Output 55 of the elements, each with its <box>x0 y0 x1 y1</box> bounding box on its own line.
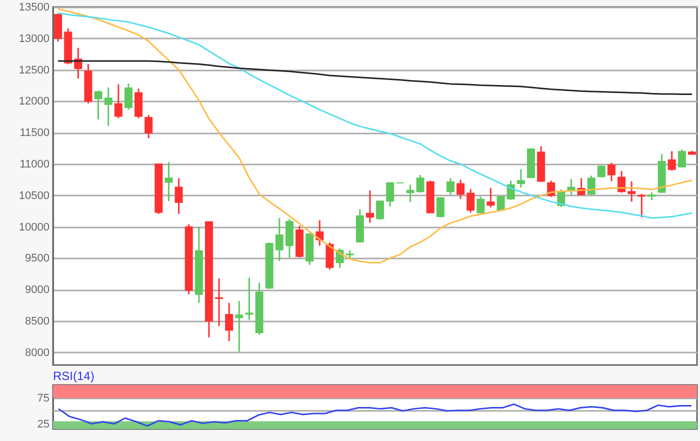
candlestick <box>54 12 62 42</box>
candlestick <box>164 161 173 202</box>
y-tick-label: 10000 <box>18 221 50 234</box>
line-series <box>57 60 693 96</box>
candlestick <box>406 184 414 203</box>
candlestick <box>114 84 122 119</box>
line-series <box>57 8 693 264</box>
candlestick <box>235 300 244 353</box>
candlestick <box>496 195 505 212</box>
candlestick <box>638 193 646 218</box>
y-tick-label: 9000 <box>25 284 50 296</box>
candlestick <box>436 196 444 218</box>
y-tick-label: 11000 <box>20 158 50 171</box>
candlestick <box>597 164 606 178</box>
candlestick <box>618 170 626 194</box>
y-tick-label: 12500 <box>18 64 50 76</box>
candlestick <box>104 86 112 126</box>
candlestick <box>668 150 676 172</box>
candlestick <box>516 168 525 188</box>
candlestick <box>174 177 183 215</box>
candlestick <box>376 200 384 220</box>
y-tick-label: 75 <box>37 392 50 404</box>
y-tick-label: 11500 <box>20 127 50 140</box>
candlestick <box>678 148 686 168</box>
candlestick <box>94 90 102 120</box>
candlestick <box>486 187 495 208</box>
y-tick-label: 9500 <box>25 252 50 265</box>
candlestick <box>466 188 475 214</box>
candlestick <box>628 180 636 202</box>
candlestick <box>587 174 596 196</box>
candlestick <box>275 217 284 262</box>
candlestick <box>446 177 454 196</box>
candlestick <box>144 114 153 140</box>
candlestick <box>506 180 515 201</box>
candlestick <box>476 196 485 214</box>
candlestick <box>386 181 394 208</box>
y-tick-label: 10500 <box>18 190 50 202</box>
candlestick <box>225 302 234 342</box>
y-tick-label: 13500 <box>18 2 50 14</box>
candlestick <box>134 88 143 119</box>
y-tick-label: 12000 <box>18 96 50 108</box>
candlestick <box>607 162 616 182</box>
candlestick <box>326 242 334 270</box>
candlestick <box>124 82 132 110</box>
candlestick <box>245 276 254 321</box>
line-series <box>58 403 692 427</box>
candlestick <box>416 174 424 194</box>
candlestick <box>456 178 465 200</box>
candlestick <box>215 278 224 327</box>
candlestick <box>366 190 374 224</box>
y-tick-label: 25 <box>37 418 50 430</box>
y-tick-label: 8500 <box>25 316 50 328</box>
y-tick-label: 8000 <box>25 346 50 359</box>
y-tick-label: 13000 <box>18 32 50 45</box>
chart-title: RSI(14) <box>53 369 94 383</box>
